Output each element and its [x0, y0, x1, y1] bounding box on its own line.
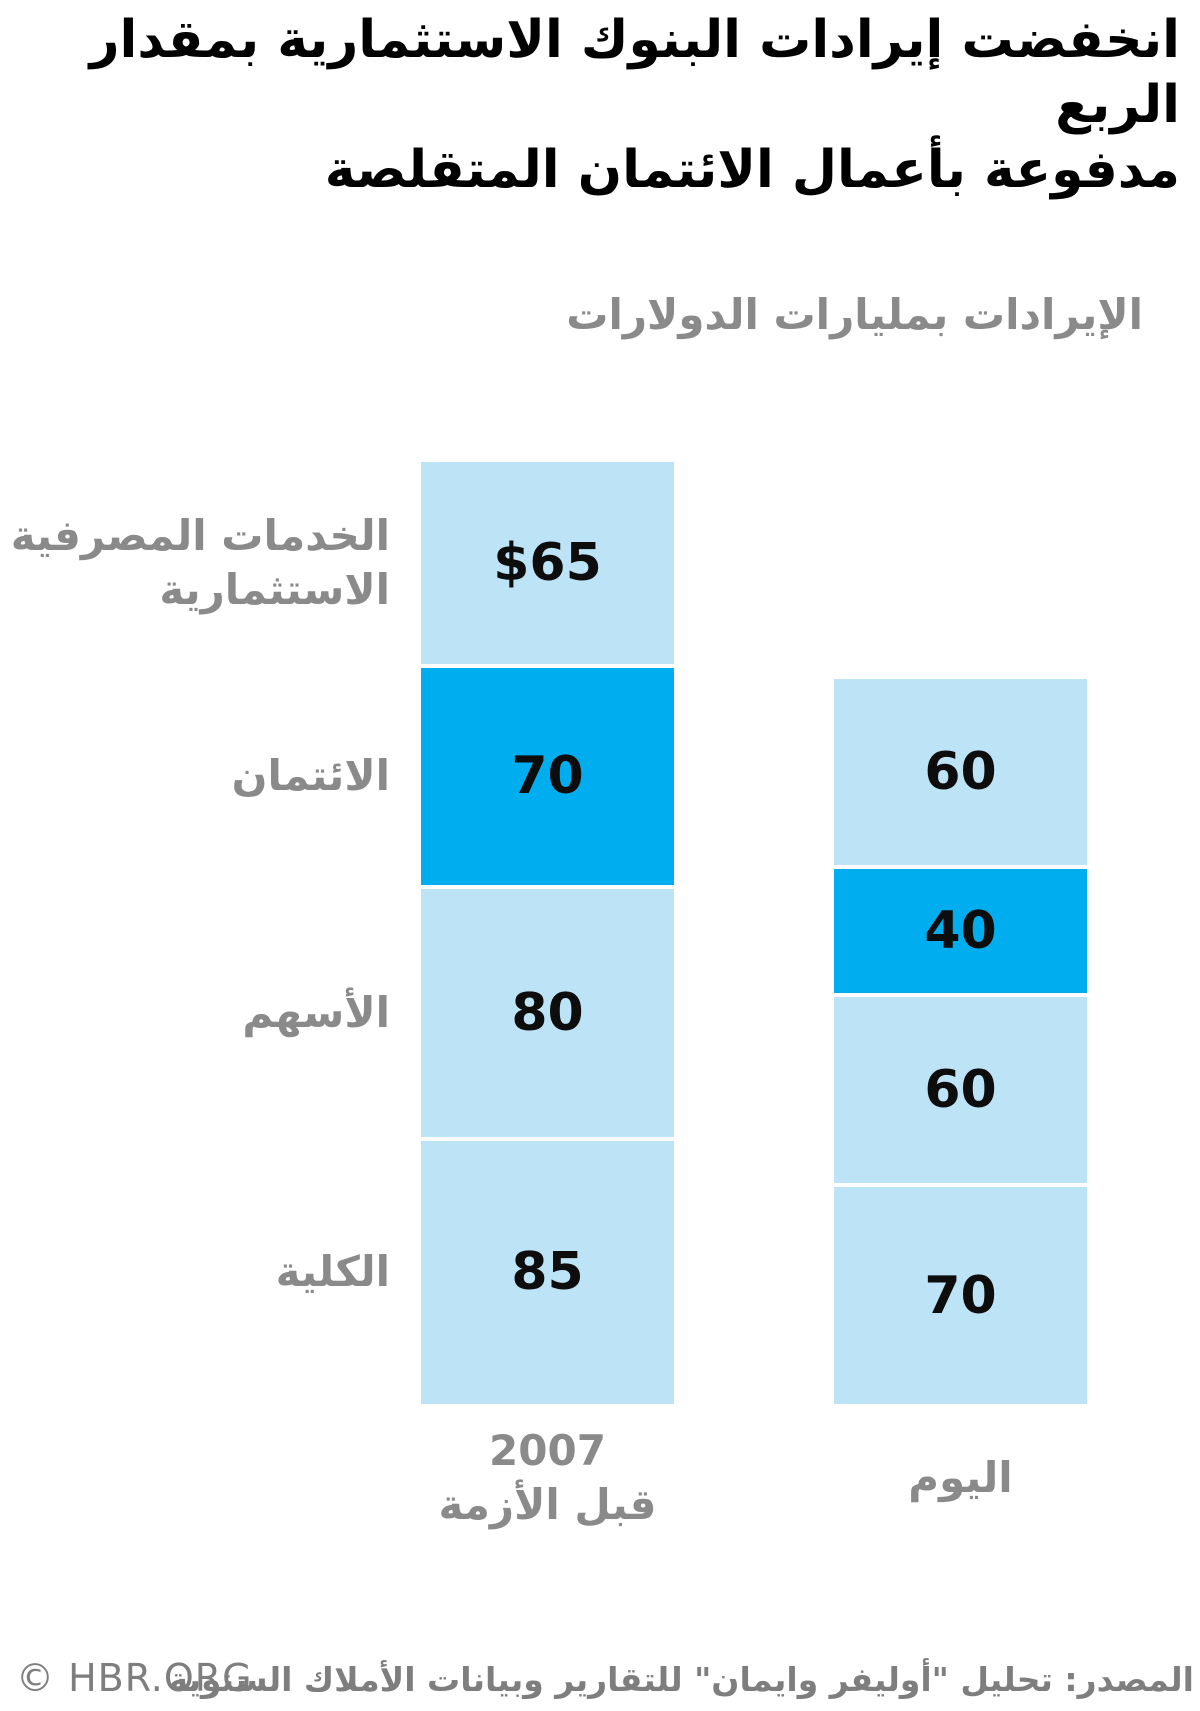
category-label-line: 2007	[489, 1426, 606, 1475]
category-label-2007: 2007 قبل الأزمة	[348, 1424, 748, 1532]
bar-segment-2007-row0: $65	[421, 462, 674, 664]
bar-column-today: 60 40 60 70	[834, 679, 1087, 1404]
row-label-3: الكلية	[276, 1245, 390, 1299]
row-label-0: الخدمات المصرفية الاستثمارية	[11, 509, 390, 617]
bar-segment-2007-row3: 85	[421, 1140, 674, 1404]
row-label-line: الائتمان	[231, 751, 390, 800]
segment-value-label: 70	[511, 746, 584, 806]
segment-value-label: 60	[924, 742, 997, 802]
chart-title: انخفضت إيرادات البنوك الاستثمارية بمقدار…	[30, 8, 1180, 203]
row-label-line: الاستثمارية	[159, 564, 390, 614]
segment-value-label: 40	[924, 901, 997, 961]
chart-title-line-1: انخفضت إيرادات البنوك الاستثمارية بمقدار…	[89, 10, 1180, 135]
segment-value-label: 85	[511, 1242, 584, 1303]
bar-segment-today-row2: 60	[834, 997, 1087, 1183]
bar-segment-2007-row1: 70	[421, 667, 674, 885]
row-label-2: الأسهم	[242, 986, 390, 1040]
bar-column-2007: $65 70 80 85	[421, 462, 674, 1404]
segment-value-label: 80	[511, 982, 584, 1043]
bar-segment-today-row1: 40	[834, 869, 1087, 993]
row-label-1: الائتمان	[232, 749, 390, 803]
segment-value-label: 70	[924, 1265, 997, 1326]
value-axis-unit-label: الإيرادات بمليارات الدولارات	[566, 290, 1143, 339]
category-label-line: قبل الأزمة	[438, 1480, 657, 1529]
row-label-line: الخدمات المصرفية	[10, 510, 390, 560]
row-label-line: الأسهم	[242, 987, 390, 1037]
copyright-hbr-label: © HBR.ORG	[16, 1656, 253, 1700]
segment-value-label: $65	[493, 532, 602, 593]
bar-segment-2007-row2: 80	[421, 888, 674, 1137]
bar-segment-today-row0: 60	[834, 679, 1087, 865]
category-label-today: اليوم	[761, 1451, 1161, 1505]
bar-segment-today-row3: 70	[834, 1187, 1087, 1404]
chart-title-line-2: مدفوعة بأعمال الائتمان المتقلصة	[324, 140, 1180, 200]
category-label-line: اليوم	[908, 1453, 1013, 1502]
row-label-line: الكلية	[275, 1247, 390, 1297]
segment-value-label: 60	[924, 1060, 997, 1120]
source-note: المصدر: تحليل "أوليفر وايمان" للتقارير و…	[168, 1660, 1194, 1699]
